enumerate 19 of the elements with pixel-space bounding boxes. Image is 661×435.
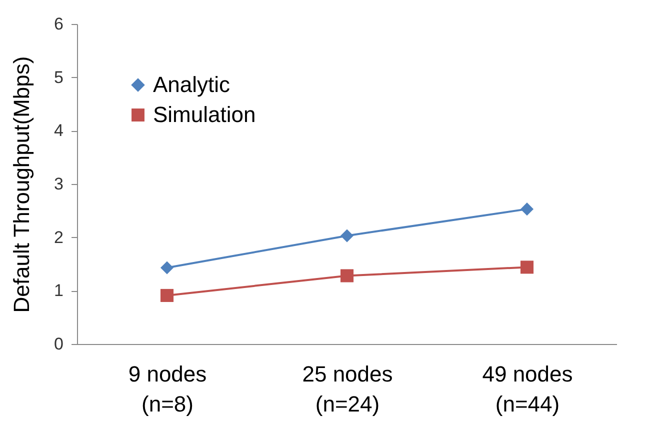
y-tick-label: 2	[54, 228, 64, 247]
x-tick-label: 9 nodes (n=8)	[128, 362, 207, 416]
y-tick-label: 3	[54, 174, 64, 194]
x-tick-label: 49 nodes (n=44)	[482, 362, 573, 416]
point	[520, 202, 534, 216]
y-axis-title: Default Throughput(Mbps)	[9, 56, 34, 313]
point	[520, 260, 534, 274]
y-tick-label: 4	[54, 121, 64, 140]
legend-label: Analytic	[153, 72, 230, 97]
y-tick-label: 1	[54, 281, 64, 300]
point	[160, 288, 174, 302]
point	[340, 269, 354, 282]
y-tick-label: 5	[54, 68, 64, 87]
point	[340, 229, 354, 242]
point	[160, 261, 174, 274]
legend-label: Simulation	[153, 102, 256, 127]
x-tick-label: 25 nodes (n=24)	[302, 362, 393, 416]
y-tick-label: 0	[54, 334, 64, 354]
y-tick-label: 6	[54, 14, 64, 34]
